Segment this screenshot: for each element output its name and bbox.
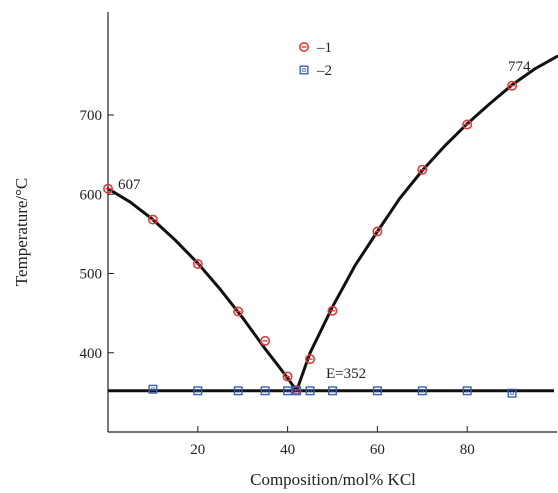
series-1-point [233, 306, 244, 317]
legend-square-icon-inner [302, 68, 306, 72]
series-2-point-inner [465, 389, 469, 393]
legend-series-2-marker [299, 65, 309, 75]
liquidus-right-curve [295, 54, 558, 393]
series-2-point-inner [236, 389, 240, 393]
series-2-point [305, 386, 315, 396]
series-2-point [193, 386, 203, 396]
series-2-point [148, 384, 158, 394]
series-2-point-inner [420, 389, 424, 393]
series-1-point [462, 119, 473, 130]
legend-square-icon [299, 65, 309, 75]
series-2-point [507, 388, 517, 398]
axis-ticks: 20 40 60 80 400 500 600 700 [80, 108, 475, 458]
x-tick-label: 20 [190, 442, 205, 458]
y-tick-label: 400 [80, 346, 103, 362]
series-1-point [282, 371, 293, 382]
y-tick-label: 600 [80, 187, 103, 203]
y-tick-label: 700 [80, 108, 103, 124]
series-1-point [260, 335, 271, 346]
legend-series-1-marker [298, 41, 309, 52]
plot-frame [107, 12, 557, 433]
x-tick-label: 40 [280, 442, 295, 458]
series-2-point-inner [375, 389, 380, 393]
series-2-point [328, 386, 338, 396]
legend-circle-icon [298, 41, 309, 52]
series-2-point [292, 386, 302, 396]
series-2-point-inner [510, 391, 514, 395]
series-2-point-inner [294, 389, 299, 393]
series-2-point-inner [308, 389, 312, 393]
series-2-point [462, 386, 472, 396]
legend-series-2-label: –2 [316, 63, 332, 79]
data-markers [103, 80, 518, 398]
series-1-point [305, 354, 316, 365]
y-axis-title: Temperature/°C [12, 178, 31, 287]
series-2-point [372, 386, 382, 396]
series-1-point [103, 183, 114, 194]
x-tick-label: 80 [460, 442, 475, 458]
series-1-point [327, 305, 338, 316]
series-2-point [283, 386, 293, 396]
series-2-point [260, 386, 270, 396]
x-axis-title: Composition/mol% KCl [250, 470, 416, 489]
series-2-point-inner [151, 387, 155, 391]
series-2-point-inner [263, 389, 267, 393]
series-2-point-inner [285, 389, 290, 393]
series-1-point [147, 214, 158, 225]
legend-series-1-label: –1 [316, 40, 332, 56]
liquidus-left-curve [106, 187, 299, 393]
annotation-right-melt: 774 [508, 59, 531, 75]
x-tick-label: 60 [370, 442, 385, 458]
series-2-point-inner [330, 389, 335, 393]
series-2-point [233, 386, 243, 396]
series-1-point [507, 80, 518, 91]
series-1-point [372, 226, 383, 237]
series-1-point [192, 258, 203, 269]
series-2-point-inner [196, 389, 200, 393]
legend: –1 –2 [298, 40, 332, 79]
series-2-point [417, 386, 427, 396]
y-tick-label: 500 [80, 267, 103, 283]
series-1-point [417, 164, 428, 175]
fit-curves [106, 54, 558, 393]
annotation-left-melt: 607 [118, 177, 141, 193]
annotation-eutectic: E=352 [326, 366, 366, 382]
